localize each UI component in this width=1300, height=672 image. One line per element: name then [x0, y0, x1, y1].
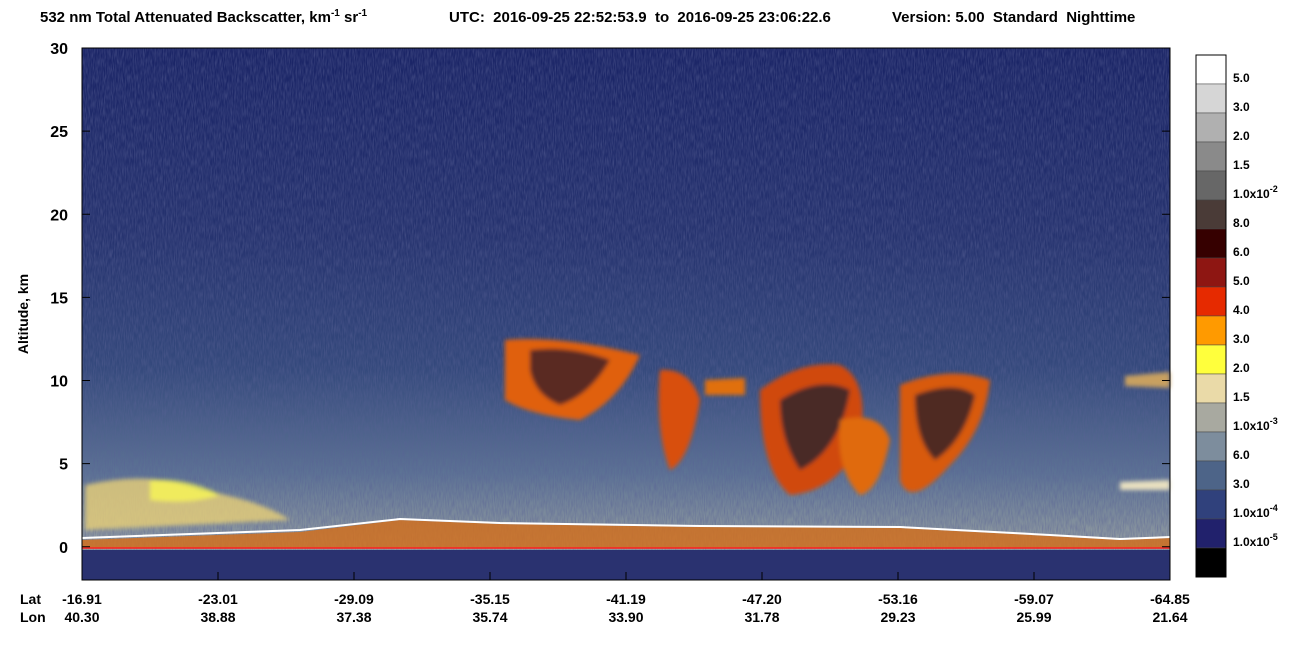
y-tick-label: 0: [59, 540, 68, 557]
colorbar-label: 3.0: [1233, 477, 1250, 491]
y-tick-label: 5: [59, 457, 68, 474]
colorbar-label: 1.0x10-2: [1233, 184, 1278, 201]
x-tick-label: -47.20: [742, 591, 782, 607]
x-tick-label: 40.30: [64, 609, 99, 625]
x-tick-label: 31.78: [744, 609, 779, 625]
colorbar-label-text: 2.0: [1233, 129, 1250, 143]
utc: UTC: 2016-09-25 22:52:53.9 to 2016-09-25…: [449, 9, 831, 26]
surface-top: [81, 517, 1171, 541]
colorbar-box: [1195, 373, 1227, 404]
colorbar-label-text: 4.0: [1233, 303, 1250, 317]
colorbar-box: [1195, 344, 1227, 375]
colorbar-label: 6.0: [1233, 245, 1250, 259]
colorbar-box: [1195, 489, 1227, 520]
x-tick-label: 33.90: [608, 609, 643, 625]
colorbar-label: 5.0: [1233, 274, 1250, 288]
colorbar-label-text: 1.0x10: [1233, 535, 1270, 549]
colorbar-label-text: 3.0: [1233, 332, 1250, 346]
colorbar-label: 1.5: [1233, 158, 1250, 172]
colorbar-label: 1.5: [1233, 390, 1250, 404]
x-tick-label: 35.74: [472, 609, 507, 625]
y-tick-label: 20: [50, 207, 68, 224]
clouds: [85, 339, 1170, 530]
title-text: sr: [340, 9, 359, 26]
colorbar-box: [1195, 112, 1227, 143]
y-tick-label: 30: [50, 41, 68, 58]
colorbar-frame: [1195, 54, 1227, 578]
colorbar-label: 2.0: [1233, 129, 1250, 143]
x-tick-label: -53.16: [878, 591, 918, 607]
x-tick-label: 25.99: [1016, 609, 1051, 625]
y-tick-label: 10: [50, 374, 68, 391]
y-tick-label: 25: [50, 124, 68, 141]
colorbar-label: 8.0: [1233, 216, 1250, 230]
colorbar-label-exp: -5: [1270, 532, 1278, 542]
title-exp: -1: [358, 8, 367, 19]
x-tick-label: -29.09: [334, 591, 374, 607]
colorbar-box: [1195, 170, 1227, 201]
plot-area: [81, 47, 1171, 581]
colorbar-label-text: 3.0: [1233, 477, 1250, 491]
colorbar-label-text: 2.0: [1233, 361, 1250, 375]
colorbar-box: [1195, 547, 1227, 578]
noise-texture: [82, 48, 1170, 580]
colorbar-label-text: 1.0x10: [1233, 419, 1270, 433]
x-tick-label: 29.23: [880, 609, 915, 625]
colorbar-label-text: 3.0: [1233, 100, 1250, 114]
colorbar-label: 2.0: [1233, 361, 1250, 375]
colorbar-box: [1195, 257, 1227, 288]
colorbar-label: 3.0: [1233, 332, 1250, 346]
colorbar-label-text: 5.0: [1233, 71, 1250, 85]
colorbar-label: 6.0: [1233, 448, 1250, 462]
x-tick-label: 37.38: [336, 609, 371, 625]
y-axis-label: Altitude, km: [15, 274, 31, 354]
colorbar-box: [1195, 402, 1227, 433]
colorbar-label: 3.0: [1233, 100, 1250, 114]
x-row-name: Lon: [20, 609, 46, 625]
x-tick-label: 21.64: [1152, 609, 1187, 625]
chart-title: 532 nm Total Attenuated Backscatter, km-…: [40, 8, 368, 26]
x-tick-label: -23.01: [198, 591, 238, 607]
title-exp: -1: [331, 8, 340, 19]
colorbar-label-exp: -2: [1270, 184, 1278, 194]
x-tick-label: -16.91: [62, 591, 102, 607]
colorbar-box: [1195, 460, 1227, 491]
colorbar-box: [1195, 199, 1227, 230]
colorbar-label-text: 1.5: [1233, 158, 1250, 172]
colorbar-box: [1195, 518, 1227, 549]
x-row-name: Lat: [20, 591, 41, 607]
colorbar-label: 1.0x10-3: [1233, 416, 1278, 433]
colorbar-label: 4.0: [1233, 303, 1250, 317]
colorbar-label-text: 1.0x10: [1233, 187, 1270, 201]
x-tick-label: -59.07: [1014, 591, 1054, 607]
colorbar-box: [1195, 83, 1227, 114]
colorbar-box: [1195, 286, 1227, 317]
colorbar-label-text: 6.0: [1233, 448, 1250, 462]
x-tick-label: -41.19: [606, 591, 646, 607]
colorbar-label-text: 6.0: [1233, 245, 1250, 259]
colorbar-label: 5.0: [1233, 71, 1250, 85]
x-tick-label: 38.88: [200, 609, 235, 625]
surface-return: [82, 520, 1170, 548]
colorbar-label-text: 1.0x10: [1233, 506, 1270, 520]
colorbar-box: [1195, 54, 1227, 85]
colorbar-label-text: 1.5: [1233, 390, 1250, 404]
y-tick-label: 15: [50, 290, 68, 307]
colorbar-box: [1195, 315, 1227, 346]
title-text: 532 nm Total Attenuated Backscatter, km: [40, 9, 331, 26]
x-tick-label: -35.15: [470, 591, 510, 607]
colorbar-label-exp: -3: [1270, 416, 1278, 426]
version: Version: 5.00 Standard Nighttime: [892, 9, 1135, 26]
colorbar-box: [1195, 228, 1227, 259]
colorbar-label: 1.0x10-5: [1233, 532, 1278, 549]
colorbar-label: 1.0x10-4: [1233, 503, 1278, 520]
colorbar-box: [1195, 431, 1227, 462]
colorbar-label-text: 5.0: [1233, 274, 1250, 288]
colorbar-label-text: 8.0: [1233, 216, 1250, 230]
colorbar-label-exp: -4: [1270, 503, 1278, 513]
x-tick-label: -64.85: [1150, 591, 1190, 607]
colorbar-box: [1195, 141, 1227, 172]
